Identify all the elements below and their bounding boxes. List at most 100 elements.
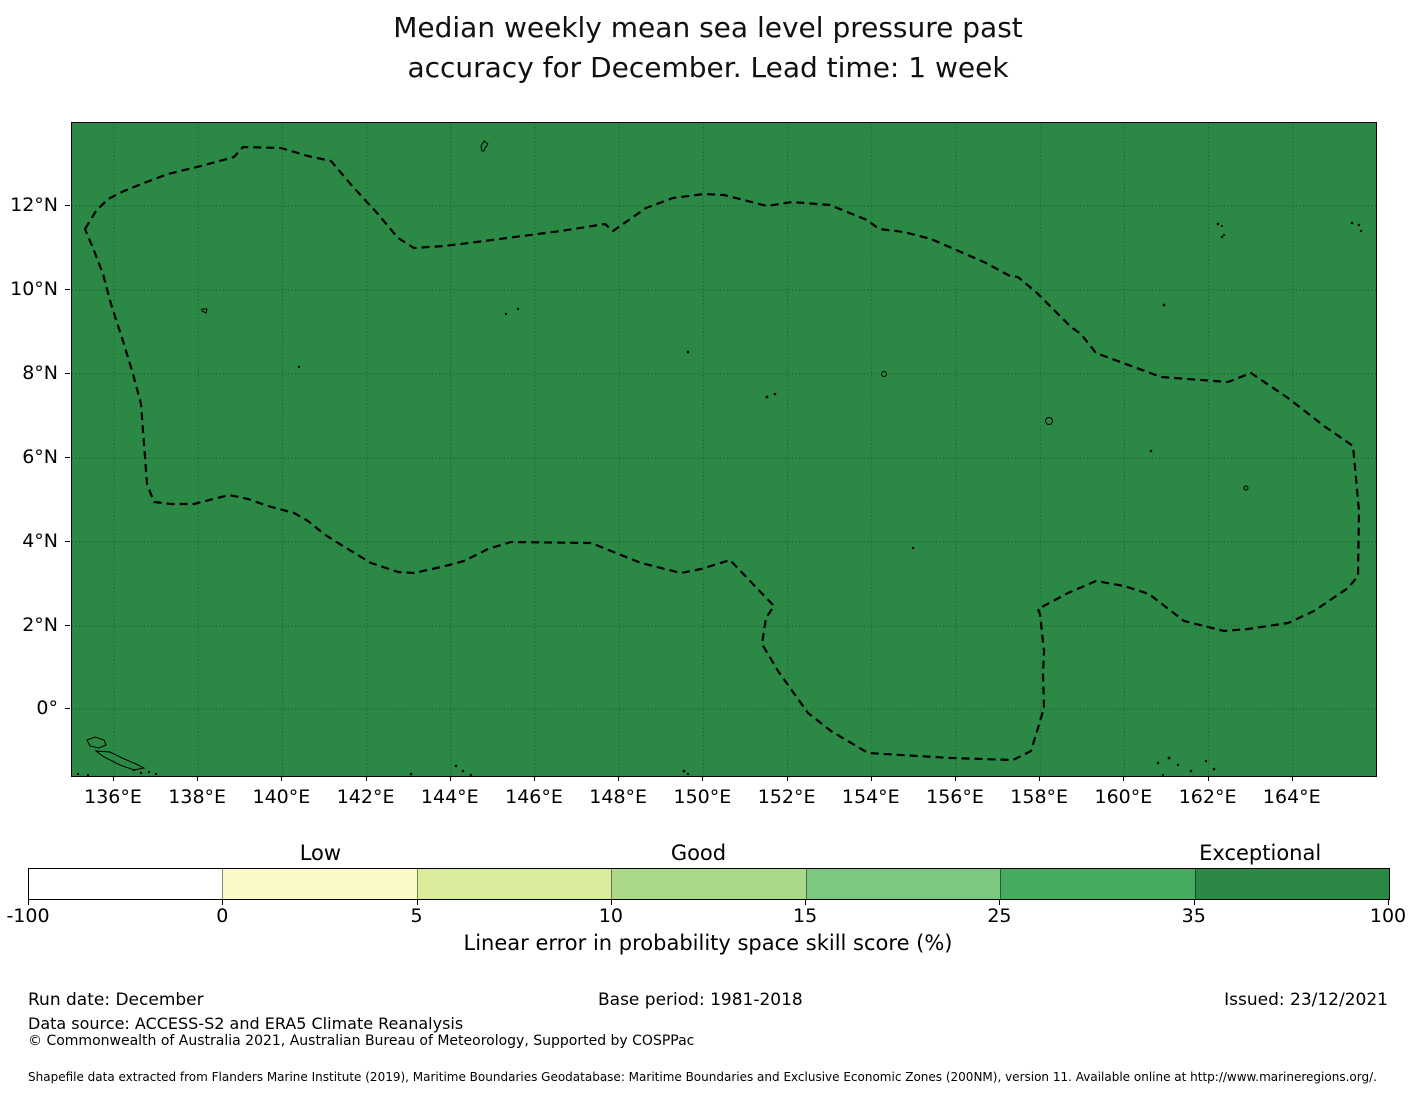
colorbar-tick-label: 10: [598, 905, 623, 927]
y-tick-mark: [65, 541, 70, 542]
colorbar-tick-label: 25: [987, 905, 1012, 927]
x-tick-label: 164°E: [1262, 786, 1321, 808]
island-outlines: [76, 140, 1363, 776]
x-tick-label: 148°E: [589, 786, 648, 808]
y-tick-label: 2°N: [22, 614, 58, 636]
colorbar-category-exceptional: Exceptional: [1199, 841, 1322, 865]
x-tick-mark: [281, 776, 283, 781]
colorbar-tick-mark: [1193, 899, 1195, 905]
colorbar-tick-marks: [28, 899, 1389, 905]
colorbar-tick-mark: [999, 899, 1001, 905]
grid-lines: [72, 123, 1376, 776]
x-tick-label: 160°E: [1094, 786, 1153, 808]
colorbar-tick-mark: [1388, 899, 1389, 905]
y-tick-label: 10°N: [10, 278, 58, 300]
x-tick-mark: [365, 776, 367, 781]
colorbar-tick-mark: [805, 899, 807, 905]
y-tick-label: 12°N: [10, 194, 58, 216]
island-yap: [201, 308, 208, 314]
y-tick-label: 6°N: [22, 446, 58, 468]
colorbar-tick-mark: [416, 899, 418, 905]
footer-shapefile-note: Shapefile data extracted from Flanders M…: [28, 1070, 1377, 1084]
footer-issued-date: Issued: 23/12/2021: [1224, 990, 1388, 1010]
colorbar-tick-mark: [610, 899, 612, 905]
colorbar-tick-label: 15: [793, 905, 818, 927]
x-tick-mark: [534, 776, 535, 781]
x-tick-mark: [702, 776, 704, 781]
y-tick-mark: [65, 373, 70, 374]
x-tick-label: 144°E: [420, 786, 479, 808]
x-tick-mark: [197, 776, 199, 781]
colorbar-tick-mark: [28, 899, 29, 905]
colorbar-tick-label: 0: [216, 905, 229, 927]
map-plot: [71, 122, 1377, 777]
island-biak: [86, 736, 107, 749]
y-tick-label: 0°: [36, 697, 58, 719]
x-tick-mark: [955, 776, 956, 781]
island-specks: [76, 221, 1363, 776]
x-tick-mark: [618, 776, 620, 781]
chart-title: Median weekly mean sea level pressure pa…: [0, 8, 1416, 88]
footer-base-period: Base period: 1981-2018: [598, 990, 803, 1010]
colorbar-category-labels: Low Good Exceptional: [28, 841, 1388, 867]
map-svg: [72, 123, 1376, 776]
colorbar-segment: [1194, 869, 1389, 899]
x-tick-mark: [1207, 776, 1209, 781]
x-tick-label: 136°E: [84, 786, 142, 808]
colorbar-segment: [222, 869, 417, 899]
x-tick-label: 146°E: [505, 786, 563, 808]
island-guam: [480, 140, 489, 152]
y-tick-mark: [65, 625, 70, 626]
eez-boundary-outline: [83, 145, 1361, 762]
footer-data-source: Data source: ACCESS-S2 and ERA5 Climate …: [28, 1014, 464, 1033]
colorbar-tick-label: 100: [1369, 905, 1407, 927]
y-tick-mark: [65, 289, 70, 290]
y-tick-mark: [65, 708, 70, 709]
x-tick-label: 142°E: [336, 786, 395, 808]
colorbar-segment: [29, 869, 223, 899]
island-yapen: [94, 750, 146, 771]
x-tick-label: 140°E: [252, 786, 311, 808]
colorbar-tick-label: 35: [1181, 905, 1206, 927]
colorbar-tick-label: -100: [6, 905, 50, 927]
x-tick-mark: [1291, 776, 1293, 781]
x-tick-label: 158°E: [1010, 786, 1069, 808]
footer-run-date: Run date: December: [28, 990, 204, 1010]
y-tick-label: 4°N: [22, 530, 58, 552]
colorbar-category-good: Good: [670, 841, 727, 865]
colorbar-segment: [805, 869, 1001, 899]
x-tick-label: 152°E: [757, 786, 816, 808]
chart-title-line2: accuracy for December. Lead time: 1 week: [407, 51, 1009, 84]
colorbar-segment: [416, 869, 612, 899]
colorbar-axis-label: Linear error in probability space skill …: [463, 931, 953, 955]
island-atoll: [881, 371, 887, 377]
colorbar-tick-labels: -100 0 5 10 15 25 35 100: [6, 905, 1406, 929]
colorbar-tick-label: 5: [410, 905, 423, 927]
x-tick-label: 150°E: [673, 786, 732, 808]
y-axis-tick-labels: 12°N 10°N 8°N 6°N 4°N 2°N 0°: [0, 122, 71, 775]
x-tick-mark: [786, 776, 788, 781]
x-tick-mark: [449, 776, 451, 781]
x-tick-mark: [870, 776, 872, 781]
x-axis-tick-labels: 136°E 138°E 140°E 142°E 144°E 146°E 148°E 150°E…: [71, 786, 1375, 812]
colorbar-category-low: Low: [299, 841, 342, 865]
chart-title-line1: Median weekly mean sea level pressure pa…: [393, 11, 1023, 44]
colorbar: [28, 868, 1390, 900]
x-tick-label: 154°E: [841, 786, 900, 808]
colorbar-tick-mark: [222, 899, 224, 905]
colorbar-segment: [1000, 869, 1195, 899]
y-tick-label: 8°N: [22, 362, 58, 384]
colorbar-segment: [611, 869, 806, 899]
x-tick-label: 156°E: [926, 786, 984, 808]
x-tick-label: 138°E: [168, 786, 227, 808]
x-tick-mark: [1123, 776, 1125, 781]
x-tick-label: 162°E: [1178, 786, 1237, 808]
island-pohnpei: [1045, 417, 1053, 425]
island-kosrae: [1243, 485, 1249, 491]
y-tick-mark: [65, 205, 70, 206]
x-tick-mark: [113, 776, 114, 781]
footer-copyright: © Commonwealth of Australia 2021, Austra…: [28, 1033, 695, 1049]
y-tick-mark: [65, 457, 70, 458]
x-tick-mark: [1039, 776, 1041, 781]
